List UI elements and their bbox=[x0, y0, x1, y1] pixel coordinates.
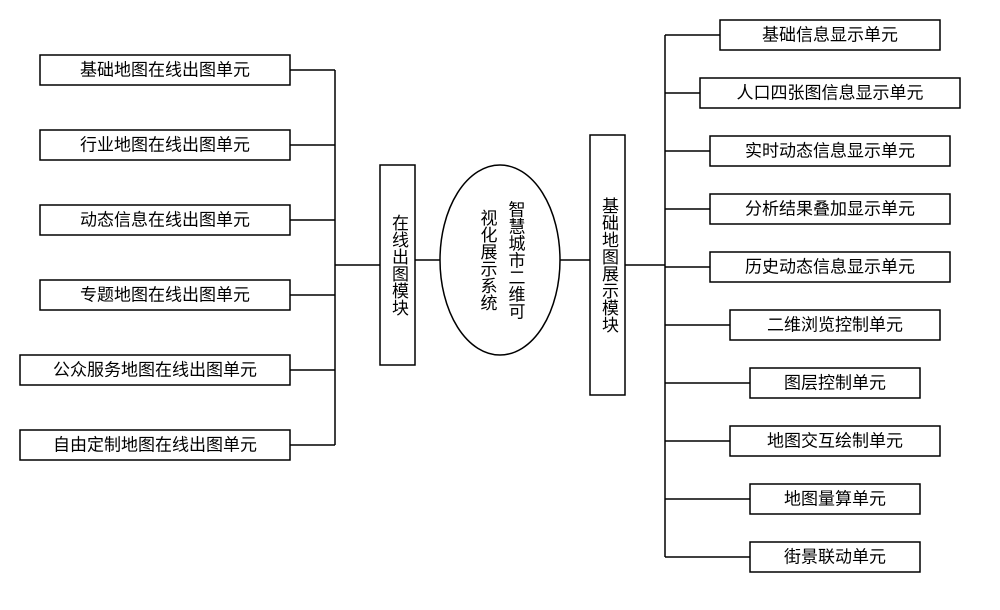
left-item-1-label: 行业地图在线出图单元 bbox=[80, 135, 250, 154]
center-ellipse-line1: 智慧城市二维可 bbox=[506, 200, 526, 319]
right-item-8-label: 地图量算单元 bbox=[784, 489, 886, 508]
left-item-0-label: 基础地图在线出图单元 bbox=[80, 60, 250, 79]
left-item-3-label: 专题地图在线出图单元 bbox=[80, 285, 250, 304]
right-item-6-label: 图层控制单元 bbox=[784, 373, 886, 392]
right-item-7-label: 地图交互绘制单元 bbox=[767, 431, 903, 450]
right-item-2-label: 实时动态信息显示单元 bbox=[745, 141, 915, 160]
right-item-1-label: 人口四张图信息显示单元 bbox=[737, 83, 924, 102]
center-ellipse bbox=[440, 165, 560, 355]
left-item-2-label: 动态信息在线出图单元 bbox=[80, 210, 250, 229]
right-item-0-label: 基础信息显示单元 bbox=[762, 25, 898, 44]
left-item-5-label: 自由定制地图在线出图单元 bbox=[53, 435, 257, 454]
right-module-label: 基础地图展示模块 bbox=[599, 197, 619, 333]
left-item-4-label: 公众服务地图在线出图单元 bbox=[53, 360, 257, 379]
right-item-5-label: 二维浏览控制单元 bbox=[767, 315, 903, 334]
right-item-9-label: 街景联动单元 bbox=[784, 547, 886, 566]
left-module-label: 在线出图模块 bbox=[389, 214, 409, 316]
center-ellipse-line2: 视化展示系统 bbox=[478, 209, 498, 311]
right-item-3-label: 分析结果叠加显示单元 bbox=[745, 199, 915, 218]
right-item-4-label: 历史动态信息显示单元 bbox=[745, 257, 915, 276]
